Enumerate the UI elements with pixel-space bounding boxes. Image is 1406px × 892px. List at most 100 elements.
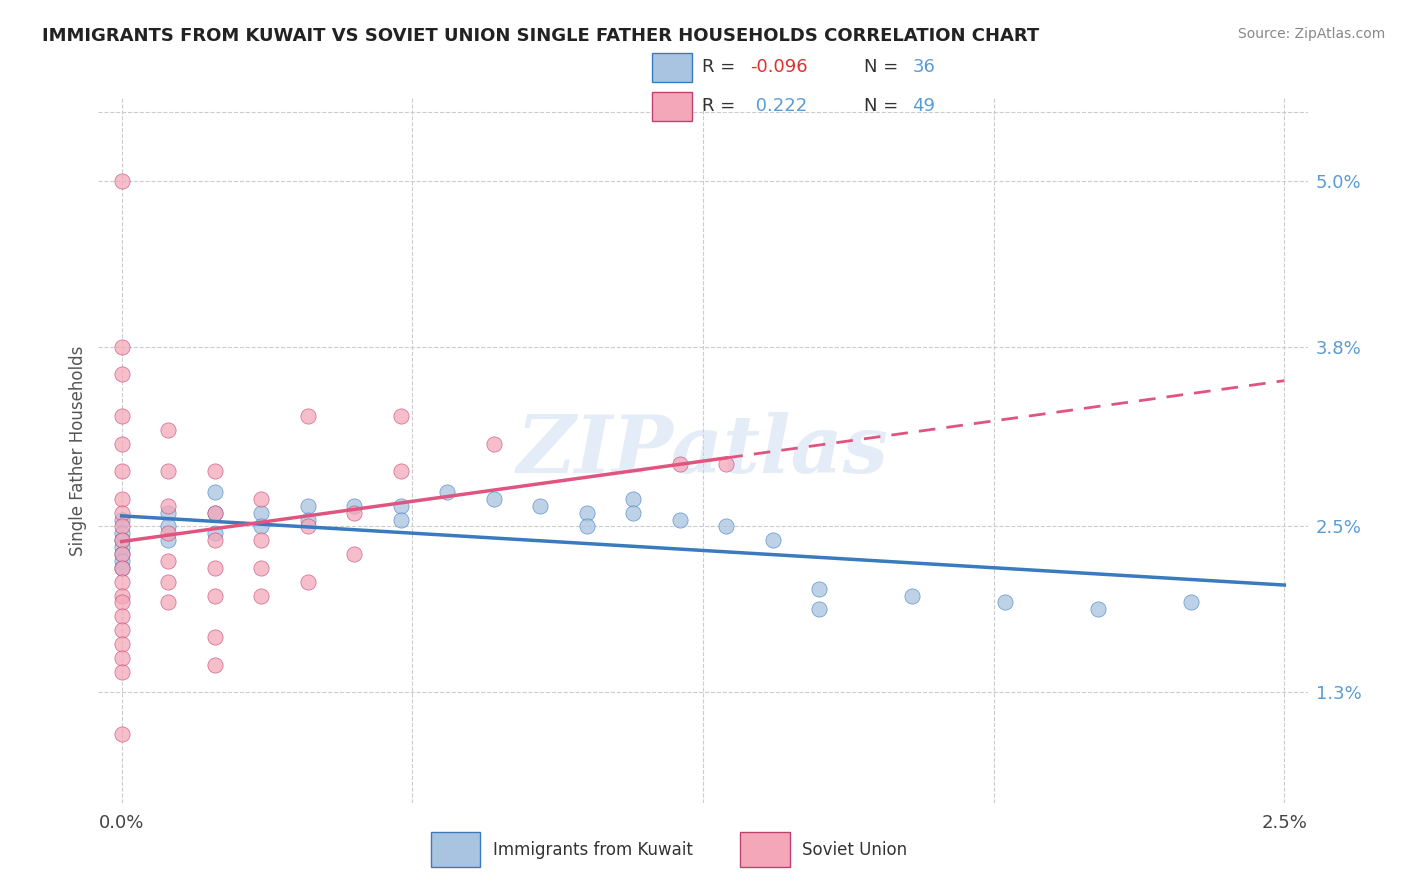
Point [204, 657, 226, 672]
Point [111, 554, 134, 568]
Point [389, 512, 412, 526]
Text: Immigrants from Kuwait: Immigrants from Kuwait [492, 840, 693, 859]
Text: ZIPatlas: ZIPatlas [517, 412, 889, 489]
Point [250, 589, 273, 603]
Point [111, 561, 134, 575]
Text: IMMIGRANTS FROM KUWAIT VS SOVIET UNION SINGLE FATHER HOUSEHOLDS CORRELATION CHAR: IMMIGRANTS FROM KUWAIT VS SOVIET UNION S… [42, 27, 1039, 45]
Point [111, 533, 134, 548]
Text: Soviet Union: Soviet Union [801, 840, 907, 859]
Point [250, 491, 273, 506]
Point [901, 589, 924, 603]
Text: 0.222: 0.222 [749, 97, 807, 115]
Point [111, 595, 134, 609]
Point [436, 484, 458, 499]
Point [111, 436, 134, 450]
Point [204, 561, 226, 575]
Point [204, 506, 226, 520]
Point [111, 519, 134, 533]
Point [1087, 602, 1109, 616]
Text: N =: N = [865, 97, 904, 115]
Point [297, 499, 319, 513]
Point [389, 499, 412, 513]
Point [343, 499, 366, 513]
Point [716, 457, 738, 471]
Point [250, 533, 273, 548]
Point [157, 595, 180, 609]
Point [297, 519, 319, 533]
Point [762, 533, 785, 548]
Point [157, 574, 180, 589]
Point [111, 533, 134, 548]
Point [529, 499, 551, 513]
Point [668, 457, 690, 471]
Point [111, 174, 134, 188]
Text: Source: ZipAtlas.com: Source: ZipAtlas.com [1237, 27, 1385, 41]
Point [111, 368, 134, 382]
Text: 36: 36 [912, 59, 935, 77]
Point [157, 464, 180, 478]
Point [482, 491, 505, 506]
Point [482, 436, 505, 450]
Point [297, 512, 319, 526]
Point [297, 409, 319, 423]
Point [250, 519, 273, 533]
Point [204, 533, 226, 548]
FancyBboxPatch shape [652, 92, 692, 120]
Point [250, 561, 273, 575]
Point [111, 540, 134, 554]
Point [157, 423, 180, 437]
Point [111, 547, 134, 561]
Point [297, 574, 319, 589]
Text: 49: 49 [912, 97, 935, 115]
Point [575, 506, 598, 520]
Point [111, 561, 134, 575]
Point [111, 589, 134, 603]
Point [111, 623, 134, 637]
Point [204, 464, 226, 478]
Point [204, 526, 226, 541]
Point [204, 589, 226, 603]
Point [111, 340, 134, 354]
Point [808, 582, 831, 596]
Point [204, 484, 226, 499]
Point [716, 519, 738, 533]
Point [111, 506, 134, 520]
Point [204, 630, 226, 644]
Point [389, 464, 412, 478]
Point [808, 602, 831, 616]
Text: -0.096: -0.096 [749, 59, 807, 77]
Point [157, 554, 180, 568]
Point [111, 526, 134, 541]
Point [621, 491, 644, 506]
Point [389, 409, 412, 423]
Text: R =: R = [702, 59, 741, 77]
Point [157, 526, 180, 541]
Point [157, 533, 180, 548]
Point [204, 506, 226, 520]
Point [250, 506, 273, 520]
Point [111, 491, 134, 506]
Point [111, 574, 134, 589]
FancyBboxPatch shape [430, 832, 481, 867]
Point [111, 409, 134, 423]
FancyBboxPatch shape [740, 832, 790, 867]
Point [111, 665, 134, 679]
Point [157, 506, 180, 520]
Point [1180, 595, 1202, 609]
Point [575, 519, 598, 533]
Point [343, 547, 366, 561]
Point [111, 464, 134, 478]
Point [343, 506, 366, 520]
Point [111, 512, 134, 526]
Text: N =: N = [865, 59, 904, 77]
FancyBboxPatch shape [652, 54, 692, 82]
Point [111, 650, 134, 665]
Text: R =: R = [702, 97, 741, 115]
Point [111, 727, 134, 741]
Point [668, 512, 690, 526]
Point [157, 499, 180, 513]
Point [994, 595, 1017, 609]
Point [157, 519, 180, 533]
Point [111, 547, 134, 561]
Point [621, 506, 644, 520]
